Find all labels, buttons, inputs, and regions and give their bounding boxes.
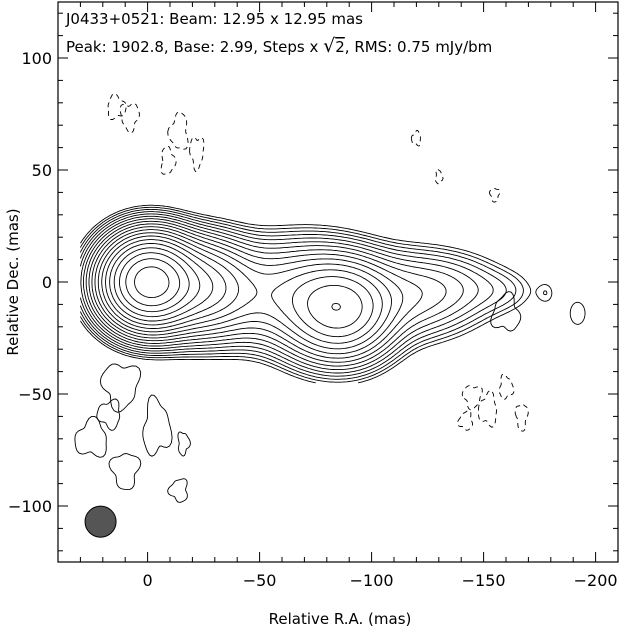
chart-title-line1: J0433+0521: Beam: 12.95 x 12.95 mas bbox=[65, 10, 363, 28]
positive-noise-contour bbox=[96, 398, 121, 431]
negative-contour bbox=[160, 145, 177, 175]
axis-ticks: 0 −50 −100 −150 −200 100 50 0 −50 −100 bbox=[8, 2, 618, 590]
negative-contour bbox=[434, 168, 444, 185]
contour-level bbox=[79, 208, 517, 380]
negative-contour bbox=[478, 389, 497, 428]
title-line2-suffix: , RMS: 0.75 mJy/bm bbox=[345, 38, 493, 56]
title-sqrt-arg: 2 bbox=[335, 38, 345, 56]
x-tick-label: −150 bbox=[462, 571, 506, 590]
positive-noise-contour bbox=[99, 363, 142, 413]
contour-level bbox=[79, 211, 507, 377]
title-line2-prefix: Peak: 1902.8, Base: 2.99, Steps x bbox=[66, 38, 323, 56]
x-axis-label: Relative R.A. (mas) bbox=[269, 610, 412, 628]
contour-level bbox=[85, 220, 447, 363]
positive-noise-contour bbox=[167, 478, 188, 503]
contour-level bbox=[97, 232, 383, 344]
contour-level bbox=[80, 204, 586, 384]
negative-contour bbox=[514, 403, 529, 432]
negative-contour bbox=[461, 385, 483, 411]
x-tick-label: −100 bbox=[350, 571, 394, 590]
contour-level bbox=[80, 215, 479, 371]
contour-level bbox=[119, 252, 190, 313]
negative-contour bbox=[498, 373, 515, 400]
chart-title-line2: Peak: 1902.8, Base: 2.99, Steps x √2, RM… bbox=[66, 35, 492, 57]
y-tick-label: −100 bbox=[8, 497, 52, 516]
negative-contour bbox=[489, 188, 501, 203]
contour-level bbox=[88, 223, 423, 359]
negative-contour bbox=[410, 129, 421, 147]
y-tick-label: 0 bbox=[42, 273, 52, 292]
negative-contour bbox=[189, 136, 205, 173]
contour-level bbox=[83, 218, 464, 367]
negative-contour bbox=[456, 410, 474, 431]
contour-level bbox=[91, 226, 404, 355]
contour-level bbox=[79, 213, 494, 374]
contour-level bbox=[125, 258, 181, 307]
contour-level bbox=[134, 266, 170, 299]
positive-noise-contour bbox=[142, 394, 173, 457]
y-tick-label: −50 bbox=[18, 385, 52, 404]
y-axis-label: Relative Dec. (mas) bbox=[4, 208, 22, 355]
contour-level bbox=[105, 239, 363, 329]
x-tick-label: −200 bbox=[574, 571, 618, 590]
negative-contour bbox=[107, 93, 127, 120]
x-tick-label: −50 bbox=[243, 571, 277, 590]
positive-noise-contour bbox=[490, 291, 522, 332]
negative-contour bbox=[119, 103, 140, 134]
beam-ellipse bbox=[84, 505, 117, 538]
y-tick-label: 100 bbox=[21, 49, 52, 68]
contour-layer bbox=[74, 204, 586, 503]
contour-level bbox=[79, 206, 548, 383]
positive-noise-contour bbox=[177, 431, 191, 457]
title-sqrt-sign: √ bbox=[323, 35, 336, 57]
negative-contour-layer bbox=[107, 93, 529, 432]
positive-noise-contour bbox=[108, 453, 142, 491]
contour-level bbox=[113, 247, 201, 318]
contour-level bbox=[101, 235, 374, 338]
plot-frame bbox=[57, 1, 619, 563]
contour-level bbox=[94, 229, 392, 350]
negative-contour bbox=[167, 111, 189, 150]
contour-level bbox=[109, 243, 341, 322]
y-tick-label: 50 bbox=[32, 161, 52, 180]
x-tick-label: 0 bbox=[143, 571, 153, 590]
positive-noise-contour bbox=[74, 415, 107, 458]
